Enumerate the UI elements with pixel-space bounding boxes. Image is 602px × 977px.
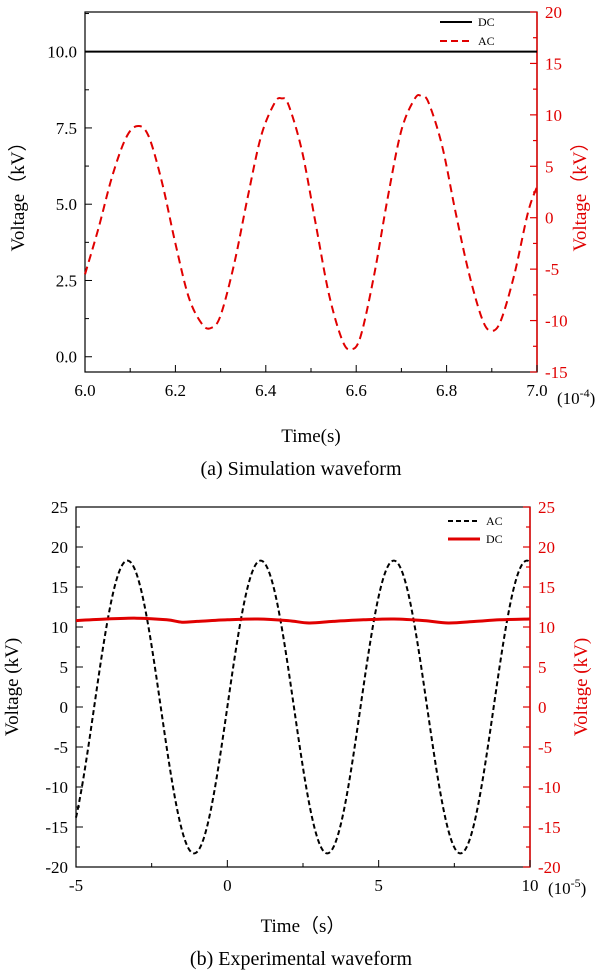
chart-a-x-multiplier: (10-4) [557, 386, 595, 408]
chart-a-caption: (a) Simulation waveform [200, 458, 401, 480]
chart-a-series [84, 50, 538, 351]
legend-dc-label-b: DC [486, 532, 503, 546]
x-tick-label: 6.8 [436, 381, 457, 400]
y-right-tick-label: 0 [538, 698, 547, 717]
y-right-tick-label: 20 [545, 3, 562, 22]
y-right-tick-label: 0 [545, 209, 554, 228]
chart-a-plot-frame [84, 11, 538, 373]
series-dc-line-b [75, 616, 531, 625]
x-tick-label: -5 [69, 876, 83, 895]
x-tick-label: 6.6 [346, 381, 367, 400]
y-right-tick-label: -5 [538, 738, 552, 757]
chart-a-ticks: 6.0 6.2 6.4 6.6 6.8 7.0 0.0 2.5 5.0 7.5 10.0 -15 -10… [47, 3, 567, 400]
y-left-tick-label: -5 [54, 738, 68, 757]
chart-a-x-axis-label: Time(s) [281, 426, 340, 447]
y-right-tick-label: 5 [545, 157, 554, 176]
y-right-tick-label: 25 [538, 498, 555, 517]
y-right-tick-label: -15 [545, 363, 568, 382]
x-tick-label: 6.2 [165, 381, 186, 400]
x-tick-label: 6.4 [255, 381, 277, 400]
chart-b-ticks: -5 0 5 10-20-15-10-50510152025-20-15-10-505… [45, 498, 560, 895]
chart-a-right-axis-label: Voltage（kV） [569, 133, 591, 252]
chart-b-plot-frame [75, 506, 531, 868]
y-right-tick-label: 20 [538, 538, 555, 557]
y-left-tick-label: 10 [51, 618, 68, 637]
chart-b-x-multiplier: (10-5) [548, 876, 586, 898]
y-right-tick-label: 15 [538, 578, 555, 597]
chart-b-x-axis-label: Time（s） [261, 915, 346, 937]
y-left-tick-label: 15 [51, 578, 68, 597]
chart-b: -5 0 5 10-20-15-10-50510152025-20-15-10-505… [2, 498, 592, 970]
legend-ac-label-b: AC [486, 514, 503, 528]
y-right-tick-label: -10 [545, 312, 568, 331]
chart-a-left-axis-label: Voltage（kV） [7, 133, 29, 252]
x-tick-label: 6.0 [74, 381, 95, 400]
series-ac-line-a [84, 93, 538, 351]
y-left-tick-label: 2.5 [56, 271, 77, 290]
y-right-tick-label: -15 [538, 818, 561, 837]
x-tick-label: 5 [374, 876, 383, 895]
x-tick-label: 0 [223, 876, 232, 895]
y-left-tick-label: -20 [45, 858, 68, 877]
y-right-tick-label: -5 [545, 260, 559, 279]
y-left-tick-label: -15 [45, 818, 68, 837]
y-left-tick-label: 5 [60, 658, 69, 677]
chart-b-right-axis-label: Voltage (kV) [571, 638, 592, 736]
chart-a: 6.0 6.2 6.4 6.6 6.8 7.0 0.0 2.5 5.0 7.5 10.0 -15 -10… [7, 3, 595, 480]
y-left-tick-label: 0.0 [56, 348, 77, 367]
y-left-tick-label: 0 [60, 698, 69, 717]
series-ac-line-b [75, 559, 531, 855]
y-right-tick-label: -10 [538, 778, 561, 797]
y-left-tick-label: 7.5 [56, 119, 77, 138]
y-right-tick-label: 10 [538, 618, 555, 637]
y-left-tick-label: 5.0 [56, 195, 77, 214]
chart-b-legend: AC DC [448, 514, 503, 546]
y-right-tick-label: -20 [538, 858, 561, 877]
x-tick-label: 10 [522, 876, 539, 895]
chart-a-legend: DC AC [440, 15, 495, 48]
y-left-tick-label: -10 [45, 778, 68, 797]
legend-ac-label-a: AC [478, 34, 495, 48]
x-tick-label: 7.0 [526, 381, 547, 400]
y-right-tick-label: 15 [545, 54, 562, 73]
y-right-tick-label: 5 [538, 658, 547, 677]
chart-b-series [75, 559, 531, 855]
y-left-tick-label: 20 [51, 538, 68, 557]
chart-b-left-axis-label: Voltage (kV) [2, 638, 23, 736]
chart-b-caption: (b) Experimental waveform [190, 948, 413, 970]
legend-dc-label-a: DC [478, 15, 495, 29]
y-left-tick-label: 10.0 [47, 43, 77, 62]
y-left-tick-label: 25 [51, 498, 68, 517]
y-right-tick-label: 10 [545, 106, 562, 125]
